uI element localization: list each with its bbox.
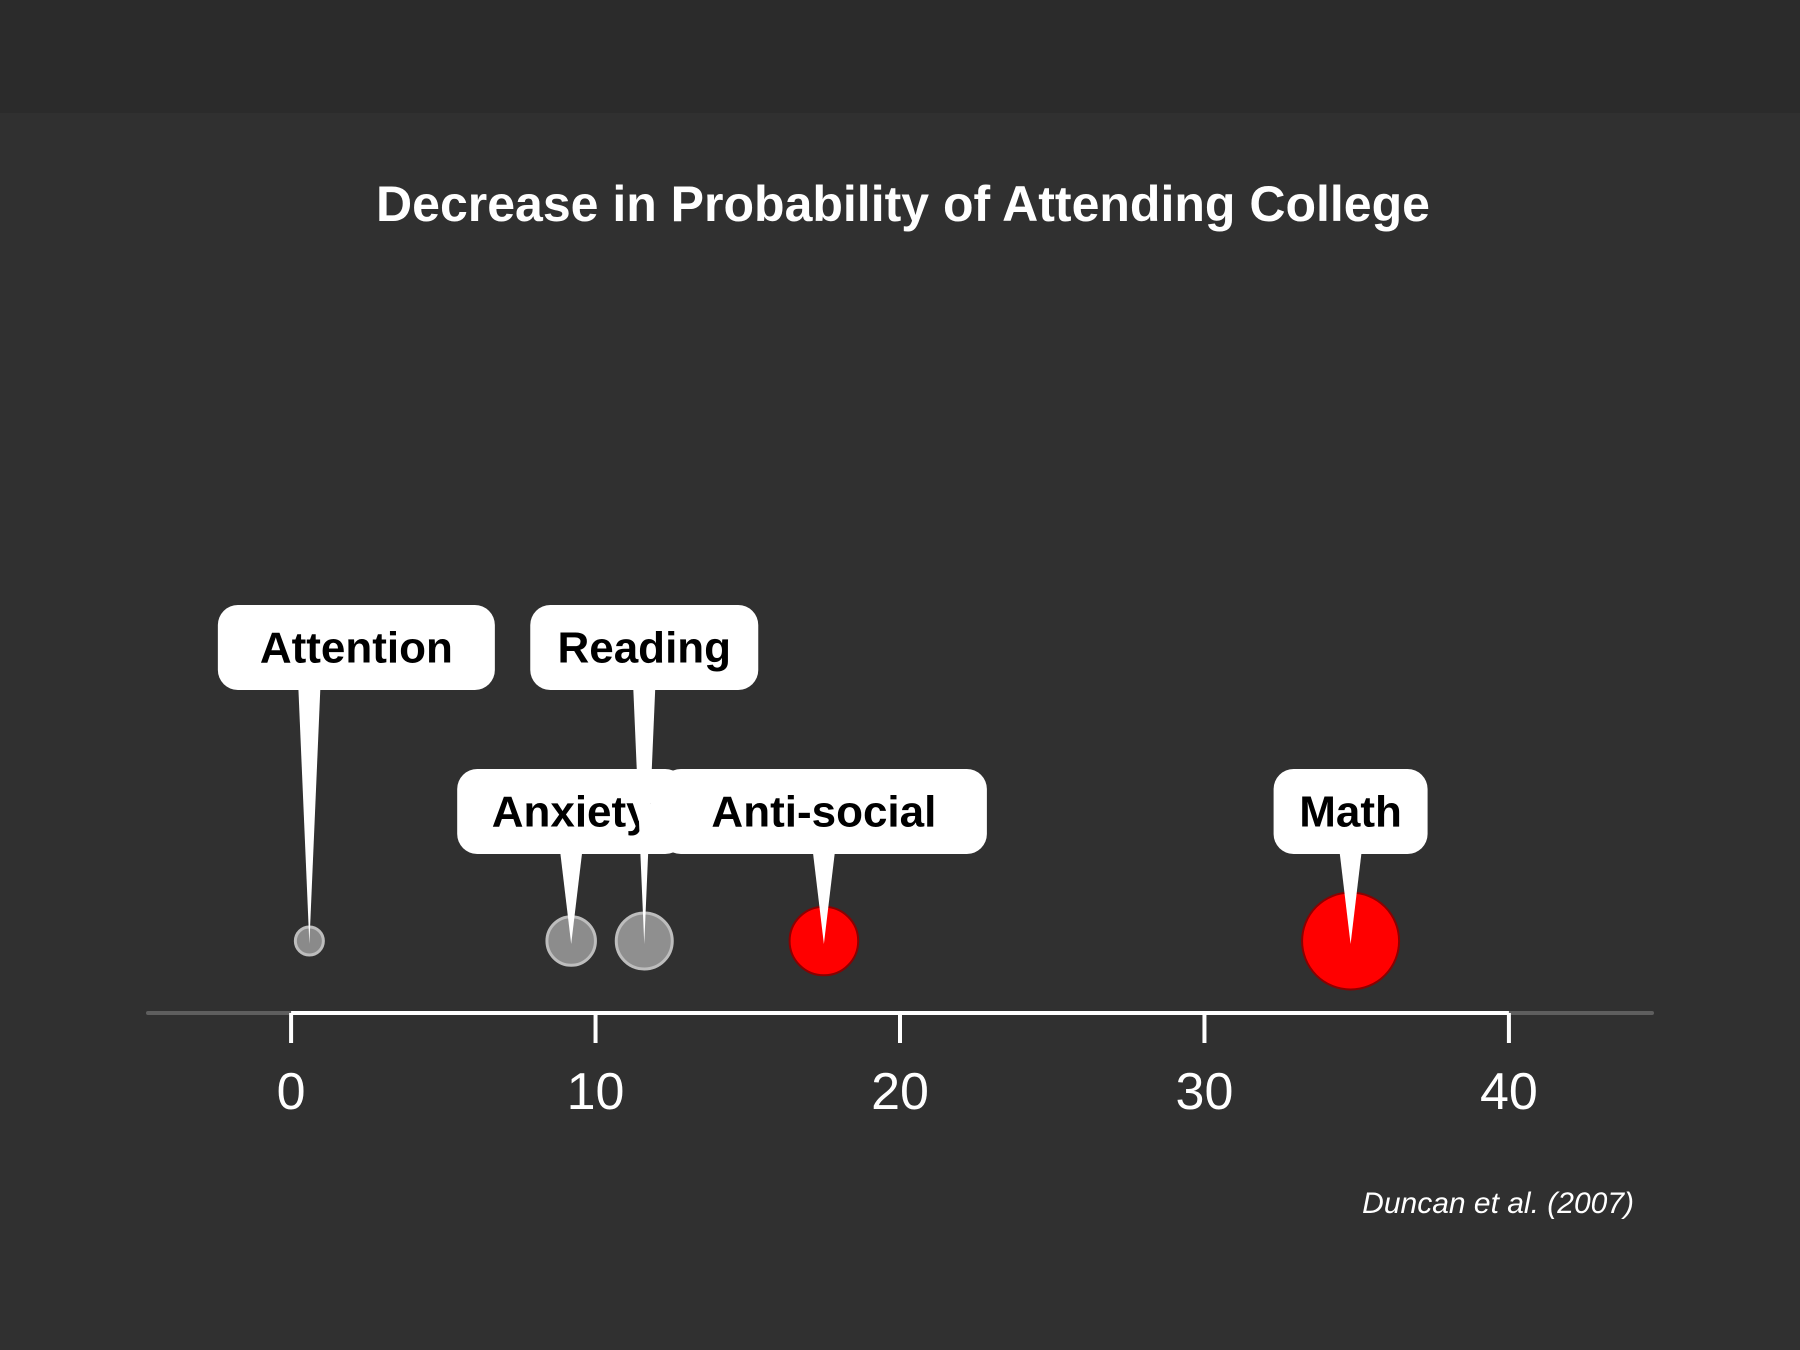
callout-box [457, 769, 686, 854]
callout-attention: Attention [217, 605, 495, 944]
callout-label-anxiety: Anxiety [492, 788, 651, 837]
source-citation: Duncan et al. (2007) [1362, 1187, 1634, 1220]
callout-box [1273, 769, 1428, 854]
callout-box [660, 769, 987, 854]
callout-math: Math [1273, 769, 1428, 944]
callout-box [217, 605, 495, 690]
x-tick-label-20: 20 [871, 1063, 929, 1121]
callout-box [530, 605, 759, 690]
x-axis-ticks: 0 10 20 30 40 [277, 1013, 1538, 1121]
callout-label-anti-social: Anti-social [711, 788, 936, 837]
header-band [0, 0, 1800, 113]
callout-label-math: Math [1299, 788, 1402, 837]
callout-anti-social: Anti-social [660, 769, 987, 944]
chart-title: Decrease in Probability of Attending Col… [376, 176, 1430, 232]
callout-label-reading: Reading [557, 624, 731, 673]
x-tick-label-10: 10 [567, 1063, 625, 1121]
callout-pointer [298, 688, 321, 944]
callout-label-attention: Attention [260, 624, 453, 673]
callout-pointer [1339, 852, 1362, 944]
x-tick-label-30: 30 [1176, 1063, 1234, 1121]
callout-pointer [633, 688, 656, 944]
callout-reading: Reading [530, 605, 759, 944]
data-callouts: Attention Anxiety Reading Anti-social Math [217, 605, 1428, 944]
x-tick-label-0: 0 [277, 1063, 306, 1121]
callout-pointer [812, 852, 835, 944]
callout-pointer [560, 852, 583, 944]
callout-anxiety: Anxiety [457, 769, 686, 944]
x-tick-label-40: 40 [1480, 1063, 1538, 1121]
data-points [293, 891, 1401, 991]
